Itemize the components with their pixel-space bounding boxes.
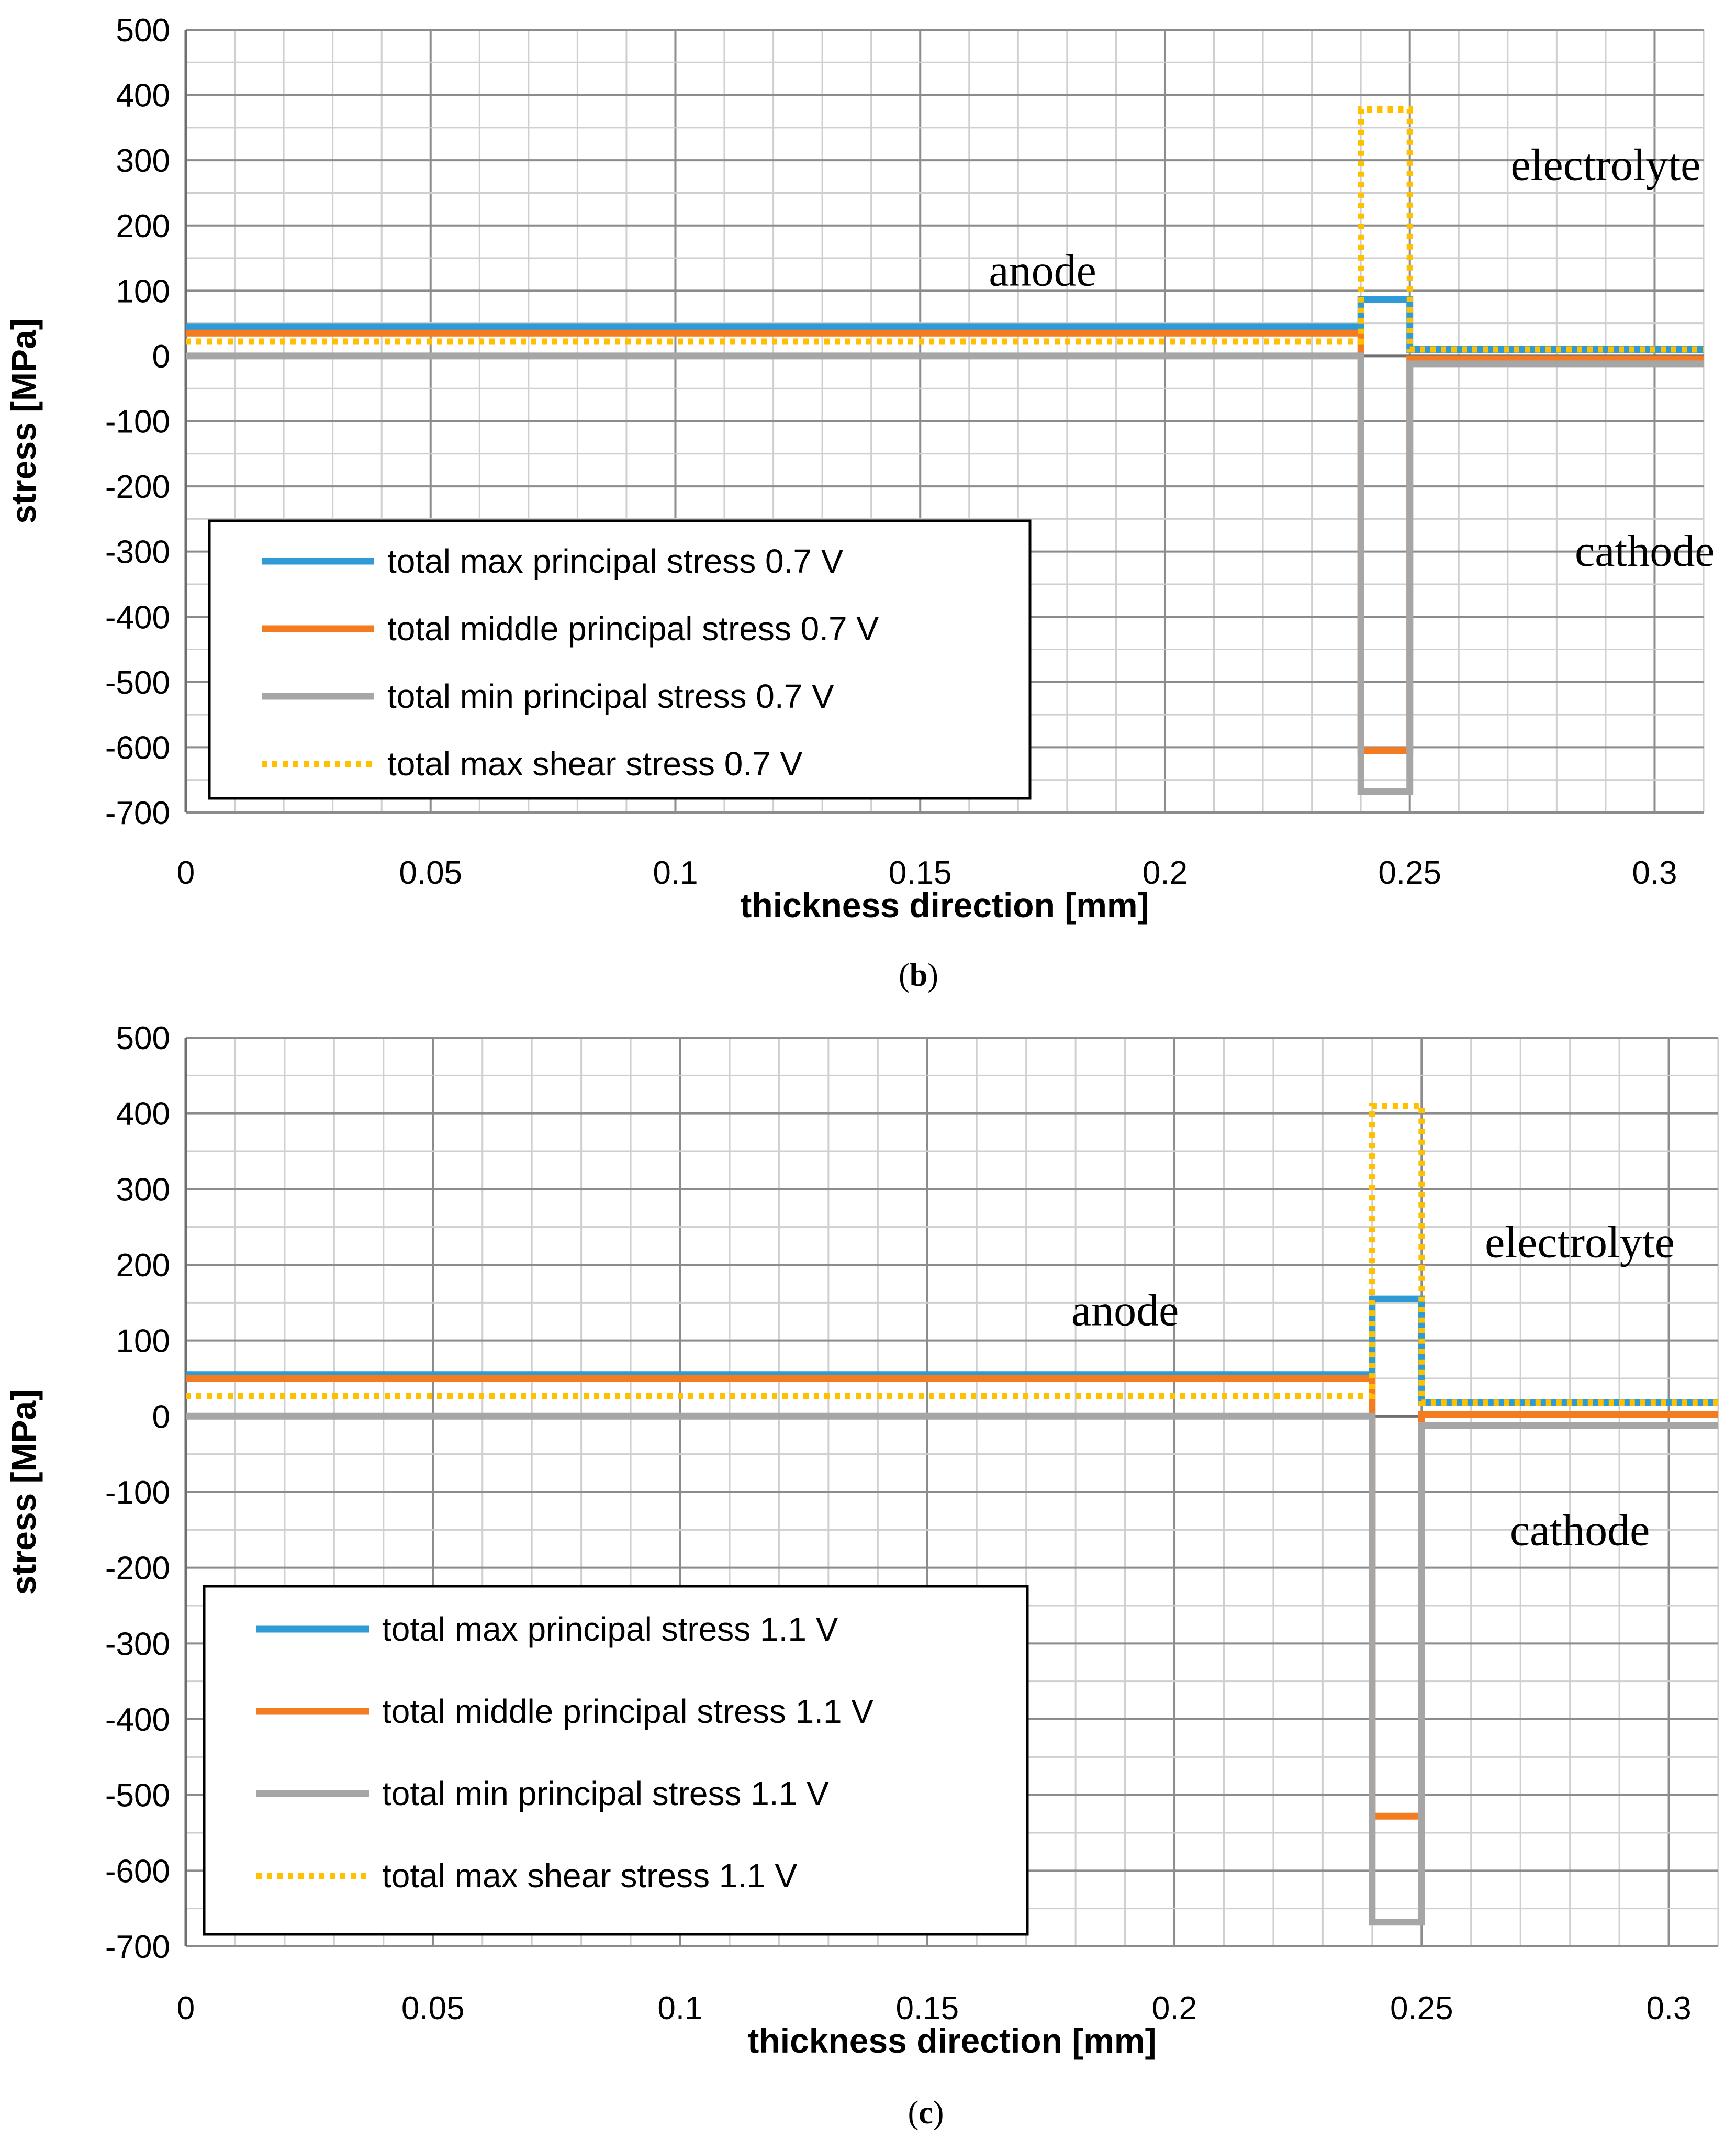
chart-1-legend-label-1: total middle principal stress 1.1 V — [382, 1692, 873, 1730]
chart-0-y-tick-label: 200 — [116, 208, 170, 244]
chart-1-y-tick-label: 200 — [116, 1248, 170, 1284]
chart-1-x-tick-label: 0.2 — [1152, 1990, 1197, 2026]
chart-0-x-tick-label: 0.2 — [1143, 855, 1188, 891]
chart-0-y-axis-label: stress [MPa] — [4, 318, 43, 524]
chart-0-y-tick-label: -100 — [105, 404, 170, 440]
chart-0-legend: total max principal stress 0.7 V total mi… — [208, 519, 1032, 800]
chart-0-y-tick-label: -400 — [105, 599, 170, 636]
chart-0-series-0-line — [186, 296, 1704, 353]
chart-0-caption-letter: b — [910, 957, 927, 993]
chart-1-caption-letter: c — [919, 2095, 933, 2131]
chart-0-legend-label-0: total max principal stress 0.7 V — [387, 542, 844, 580]
chart-0-annotation-cathode: cathode — [1575, 526, 1715, 576]
chart-0-y-tick-label: 400 — [116, 78, 170, 114]
chart-1-x-tick-label: 0.3 — [1646, 1990, 1691, 2026]
chart-1-y-tick-label: -500 — [105, 1778, 170, 1814]
chart-0-y-tick-label: -700 — [105, 795, 170, 831]
chart-1-y-tick-label: -400 — [105, 1702, 170, 1738]
chart-0-x-tick-label: 0.15 — [889, 855, 952, 891]
chart-1-x-axis-label: thickness direction [mm] — [747, 2021, 1156, 2060]
chart-1-y-tick-label: -700 — [105, 1929, 170, 1965]
chart-1-x-tick-label: 0.15 — [895, 1990, 959, 2026]
chart-0-annotation-electrolyte: electrolyte — [1510, 140, 1700, 190]
chart-0-y-tick-label: 500 — [116, 13, 170, 49]
chart-1-y-tick-label: -200 — [105, 1551, 170, 1587]
chart-0-caption-open: ( — [899, 957, 910, 993]
chart-0-caption-close: ) — [927, 957, 938, 993]
chart-0-y-tick-label: -600 — [105, 730, 170, 766]
chart-0-legend-label-2: total min principal stress 0.7 V — [387, 677, 834, 715]
chart-0-x-tick-label: 0.25 — [1378, 855, 1441, 891]
chart-1-x-tick-label: 0.05 — [401, 1990, 465, 2026]
chart-0-x-tick-label: 0.05 — [399, 855, 462, 891]
chart-0-x-axis-label: thickness direction [mm] — [740, 886, 1149, 925]
chart-1-caption-close: ) — [933, 2095, 944, 2131]
chart-1-y-tick-label: -100 — [105, 1475, 170, 1511]
chart-1-series-2-line — [186, 1412, 1718, 1926]
chart-1-y-axis-label: stress [MPa] — [4, 1389, 43, 1595]
chart-1-x-tick-label: 0.1 — [657, 1990, 702, 2026]
chart-0-legend-box — [208, 519, 1032, 800]
chart-1-annotation-electrolyte: electrolyte — [1485, 1217, 1675, 1267]
chart-1-series-3-line — [186, 1103, 1718, 1406]
chart-1-y-tick-label: -300 — [105, 1626, 170, 1662]
chart-0-y-tick-label: 0 — [152, 339, 170, 375]
chart-1-y-tick-label: -600 — [105, 1853, 170, 1889]
chart-0-x-tick-label: 0.3 — [1632, 855, 1677, 891]
chart-c: 0 0.05 0.1 0.15 0.2 0.25 0.3 500 400 300 200 100 0 -1… — [4, 1020, 1719, 2131]
chart-1-annotation-cathode: cathode — [1510, 1505, 1650, 1555]
chart-0-x-tick-label: 0.1 — [653, 855, 698, 891]
chart-1-y-tick-label: 300 — [116, 1172, 170, 1208]
chart-0-y-tick-label: 100 — [116, 273, 170, 309]
chart-0-y-tick-label: -200 — [105, 469, 170, 505]
chart-1-caption: (c) — [908, 2095, 944, 2131]
chart-1-legend: total max principal stress 1.1 V total mi… — [203, 1585, 1029, 1936]
chart-1-x-tick-label: 0 — [177, 1990, 195, 2026]
chart-1-caption-open: ( — [908, 2095, 919, 2131]
chart-1-series-0-line — [186, 1295, 1718, 1406]
chart-1-legend-label-0: total max principal stress 1.1 V — [382, 1610, 838, 1648]
chart-0-caption: (b) — [899, 957, 938, 993]
chart-b: 0 0.05 0.1 0.15 0.2 0.25 0.3 500 400 300 200 100 0 -1… — [4, 13, 1715, 993]
chart-0-y-tick-label: 300 — [116, 143, 170, 179]
chart-1-y-tick-label: 100 — [116, 1323, 170, 1360]
chart-0-series-2-line — [186, 352, 1704, 795]
chart-0-y-tick-label: -500 — [105, 665, 170, 701]
chart-0-series-1-line — [186, 329, 1704, 754]
chart-0-legend-label-1: total middle principal stress 0.7 V — [387, 610, 879, 648]
chart-0-legend-label-3: total max shear stress 0.7 V — [387, 745, 803, 783]
chart-1-y-tick-label: 400 — [116, 1096, 170, 1132]
chart-0-y-tick-label: -300 — [105, 534, 170, 571]
chart-1-y-tick-label: 500 — [116, 1020, 170, 1056]
chart-1-y-tick-label: 0 — [152, 1399, 170, 1435]
chart-1-x-tick-label: 0.25 — [1390, 1990, 1453, 2026]
chart-1-series-1-line — [186, 1375, 1718, 1820]
chart-1-legend-label-3: total max shear stress 1.1 V — [382, 1857, 798, 1895]
chart-0-x-tick-label: 0 — [177, 855, 195, 891]
chart-0-annotation-anode: anode — [989, 245, 1096, 295]
chart-1-legend-label-2: total min principal stress 1.1 V — [382, 1775, 829, 1812]
chart-1-annotation-anode: anode — [1071, 1285, 1179, 1335]
